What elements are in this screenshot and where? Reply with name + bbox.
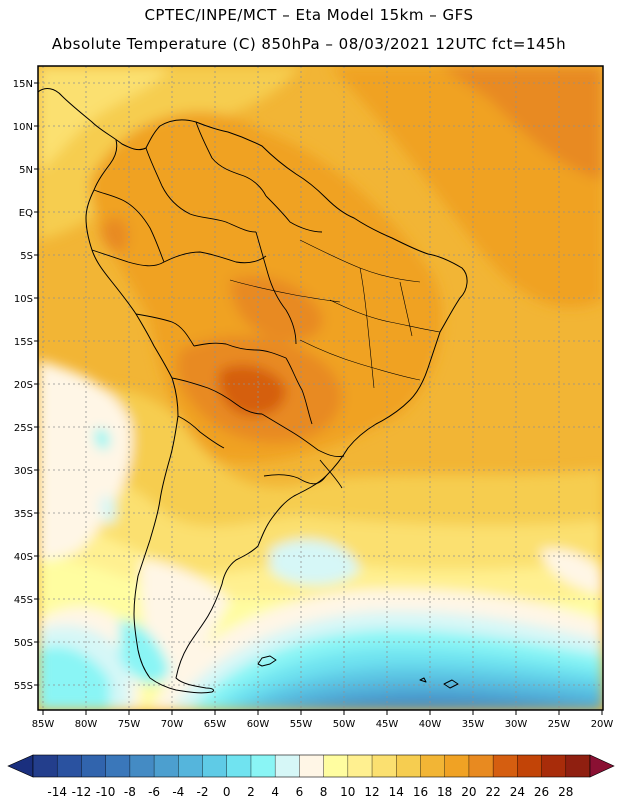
colorbar-under-arrow <box>7 754 34 778</box>
state-borders <box>229 239 441 389</box>
colorbar: -14 -12 -10 -8 -6 -4 -2 0 2 4 6 8 10 12 14 16 18 20 22 24 26… <box>7 754 615 799</box>
colorbar-label: 18 <box>437 785 452 799</box>
colorbar-swatch <box>154 755 179 777</box>
colorbar-swatch <box>420 755 446 777</box>
colorbar-label: 6 <box>296 785 304 799</box>
colorbar-label: -8 <box>124 785 136 799</box>
temperature-field <box>38 66 603 710</box>
colorbar-swatch <box>396 755 421 777</box>
lon-label: 30W <box>505 719 528 730</box>
colorbar-label: 20 <box>461 785 476 799</box>
colorbar-swatch <box>202 755 228 777</box>
longitude-labels: 85W 80W 75W 70W 65W 60W 55W 50W 45W 40W 35W 30W 25W 2… <box>32 710 614 730</box>
lon-label: 40W <box>419 719 442 730</box>
colorbar-swatch <box>372 755 397 777</box>
colorbar-swatch <box>275 755 300 777</box>
colorbar-swatch <box>178 755 203 777</box>
graticule <box>38 66 603 710</box>
lat-label: 55S <box>14 681 33 692</box>
lon-label: 25W <box>548 719 571 730</box>
colorbar-label: -12 <box>72 785 92 799</box>
lat-label: 15S <box>14 337 33 348</box>
coastline <box>38 88 468 694</box>
colorbar-swatch <box>105 755 131 777</box>
lat-label: 50S <box>14 638 33 649</box>
lat-label: 35S <box>14 509 33 520</box>
lon-label: 60W <box>247 719 270 730</box>
colorbar-label: 0 <box>223 785 231 799</box>
colorbar-swatch <box>226 755 252 777</box>
lon-label: 80W <box>75 719 98 730</box>
colorbar-label: 2 <box>247 785 255 799</box>
colorbar-label: 12 <box>364 785 379 799</box>
lat-label: 20S <box>14 380 33 391</box>
colorbar-label: 8 <box>320 785 328 799</box>
colorbar-swatch <box>565 755 591 777</box>
colorbar-swatch <box>444 755 470 777</box>
colorbar-swatch <box>81 755 107 777</box>
colorbar-label: -6 <box>148 785 160 799</box>
lat-label: 45S <box>14 595 33 606</box>
colorbar-swatch <box>541 755 567 777</box>
colorbar-swatch <box>468 755 494 777</box>
colorbar-swatch <box>33 755 58 777</box>
colorbar-label: 14 <box>389 785 404 799</box>
colorbar-label: 4 <box>271 785 279 799</box>
lat-label: 10N <box>13 122 33 133</box>
colorbar-label: -14 <box>47 785 67 799</box>
colorbar-label: 10 <box>340 785 355 799</box>
lat-label: EQ <box>19 208 33 219</box>
colorbar-label: -4 <box>172 785 184 799</box>
colorbar-swatch <box>129 755 155 777</box>
colorbar-label: 28 <box>558 785 573 799</box>
lat-label: 40S <box>14 552 33 563</box>
lon-label: 35W <box>462 719 485 730</box>
lon-label: 70W <box>161 719 184 730</box>
colorbar-label: 24 <box>510 785 525 799</box>
colorbar-swatch <box>517 755 542 777</box>
lon-label: 50W <box>333 719 356 730</box>
colorbar-swatch <box>57 755 82 777</box>
lon-label: 65W <box>204 719 227 730</box>
colorbar-label: 22 <box>485 785 500 799</box>
lat-label: 5S <box>20 251 33 262</box>
colorbar-swatch <box>323 755 349 777</box>
lat-label: 25S <box>14 423 33 434</box>
lon-label: 55W <box>290 719 313 730</box>
colorbar-label: 26 <box>534 785 549 799</box>
lat-label: 5N <box>19 165 33 176</box>
map-frame <box>37 65 604 711</box>
colorbar-label: -2 <box>197 785 209 799</box>
country-borders <box>91 121 345 489</box>
colorbar-swatch <box>347 755 373 777</box>
colorbar-over-arrow <box>589 754 615 778</box>
colorbar-swatch <box>250 755 276 777</box>
colorbar-swatch <box>493 755 518 777</box>
colorbar-label: -10 <box>96 785 116 799</box>
lon-label: 85W <box>32 719 55 730</box>
lat-label: 30S <box>14 466 33 477</box>
lon-label: 75W <box>118 719 141 730</box>
colorbar-label: 16 <box>413 785 428 799</box>
latitude-labels: 15N 10N 5N EQ 5S 10S 15S 20S 25S 30S 35S 40S 45S 50S 5… <box>13 79 38 692</box>
lat-label: 10S <box>14 294 33 305</box>
lon-label: 20W <box>591 719 614 730</box>
lon-label: 45W <box>376 719 399 730</box>
map-title: CPTEC/INPE/MCT – Eta Model 15km – GFS <box>144 6 474 24</box>
lat-label: 15N <box>13 79 33 90</box>
colorbar-swatch <box>299 755 325 777</box>
map-subtitle: Absolute Temperature (C) 850hPa – 08/03/… <box>51 35 567 53</box>
